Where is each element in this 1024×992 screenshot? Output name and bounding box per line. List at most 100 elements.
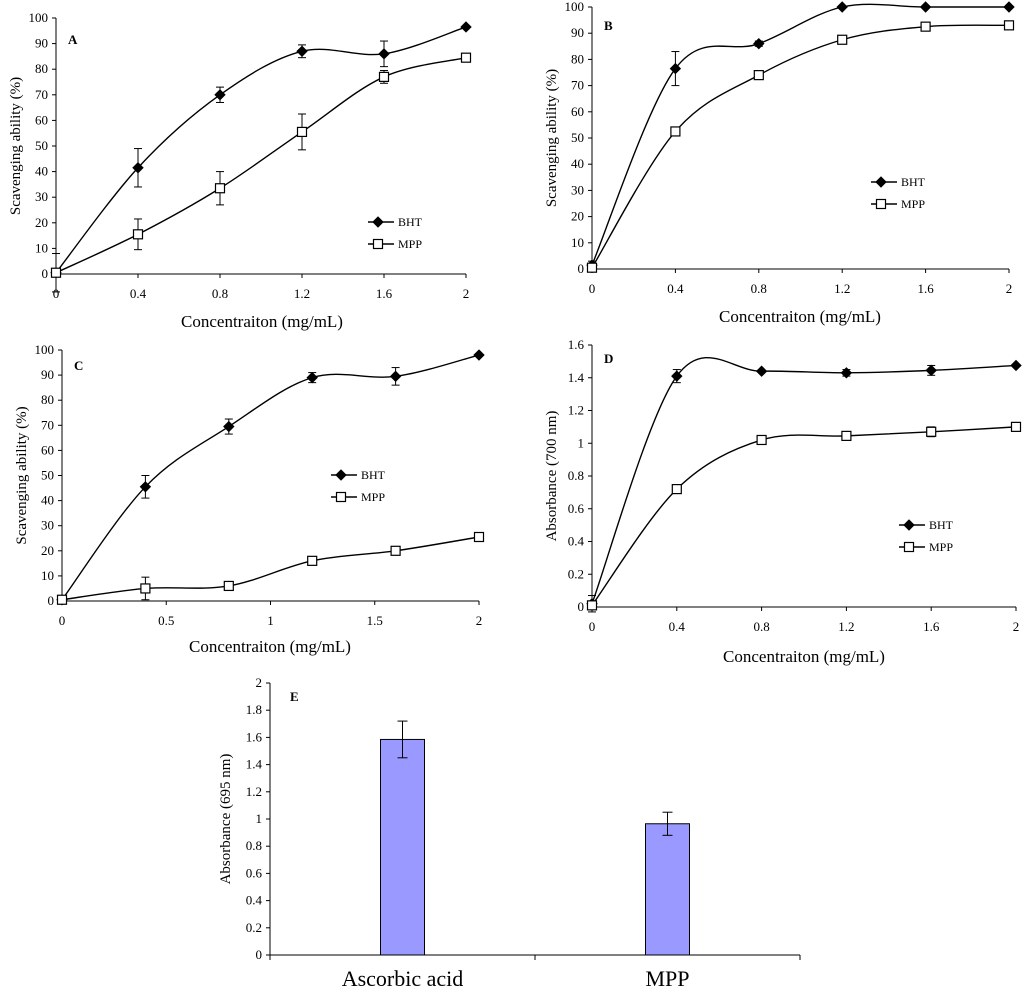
series-line <box>61 354 480 601</box>
y-tick-label: 0.4 <box>246 893 263 908</box>
x-tick-label: 0.4 <box>669 619 686 634</box>
y-tick-label: 0.6 <box>568 501 585 516</box>
data-point <box>223 580 234 592</box>
data-point <box>307 555 318 566</box>
y-tick-label: 60 <box>35 112 48 127</box>
data-point <box>670 126 681 137</box>
y-tick-label: 0 <box>48 593 55 608</box>
data-point <box>1003 1 1015 13</box>
x-category-label: Ascorbic acid <box>342 966 464 991</box>
legend-label: BHT <box>398 215 423 229</box>
y-tick-label: 100 <box>29 10 49 25</box>
y-tick-label: 30 <box>35 189 48 204</box>
x-tick-label: 2 <box>476 613 483 628</box>
y-tick-label: 80 <box>35 61 48 76</box>
x-tick-label: 1.2 <box>838 619 854 634</box>
data-point <box>214 89 226 101</box>
y-tick-label: 0.8 <box>246 838 262 853</box>
x-tick-label: 1.2 <box>294 286 310 301</box>
legend-marker <box>372 238 384 250</box>
data-point <box>753 70 764 81</box>
y-tick-label: 30 <box>41 518 54 533</box>
x-tick-label: 0 <box>59 613 66 628</box>
y-tick-label: 70 <box>41 417 54 432</box>
panel-label: A <box>68 32 78 47</box>
legend-label: MPP <box>398 237 422 251</box>
y-tick-label: 50 <box>571 130 584 145</box>
data-point <box>837 34 848 45</box>
series-line <box>591 356 1017 604</box>
data-point <box>296 126 308 138</box>
y-tick-label: 10 <box>571 235 584 250</box>
legend-marker <box>903 541 915 553</box>
y-tick-label: 50 <box>41 468 54 483</box>
data-point <box>460 52 472 63</box>
legend-label: BHT <box>929 518 954 532</box>
data-point <box>586 262 598 273</box>
y-tick-label: 10 <box>41 568 54 583</box>
y-tick-label: 60 <box>571 104 584 119</box>
y-tick-label: 0.2 <box>568 566 584 581</box>
x-axis-label: Concentraiton (mg/mL) <box>719 307 881 326</box>
data-point <box>378 48 390 60</box>
y-tick-label: 1 <box>578 435 585 450</box>
series-bht <box>50 21 472 293</box>
x-tick-label: 2 <box>1006 281 1013 296</box>
data-point <box>836 1 848 13</box>
series-mpp <box>50 52 472 278</box>
data-point <box>390 545 401 556</box>
data-point <box>755 365 768 377</box>
legend-marker <box>875 176 887 188</box>
y-tick-label: 1.4 <box>568 370 585 385</box>
legend-entry-bht: BHT <box>871 175 926 189</box>
legend-entry-mpp: MPP <box>331 490 385 504</box>
data-point <box>140 583 151 594</box>
data-point <box>473 531 485 543</box>
y-tick-label: 80 <box>571 51 584 66</box>
panel-label: D <box>604 351 613 366</box>
y-tick-label: 20 <box>35 215 48 230</box>
x-tick-label: 1.6 <box>923 619 940 634</box>
y-tick-label: 0 <box>256 947 263 962</box>
x-tick-label: 0.5 <box>158 613 174 628</box>
y-tick-label: 20 <box>571 209 584 224</box>
panel-label: E <box>290 689 299 704</box>
y-tick-label: 0.8 <box>568 468 584 483</box>
y-tick-label: 40 <box>41 493 54 508</box>
legend-label: MPP <box>361 490 385 504</box>
y-tick-label: 100 <box>565 0 585 14</box>
data-point <box>671 484 682 495</box>
panel-a: 0 10 20 30 40 50 60 70 80 90 100 0 0.4 0.8 1.2 1.6 2 A Sca… <box>8 10 472 331</box>
panel-label: C <box>74 358 83 373</box>
x-tick-label: 0.8 <box>753 619 769 634</box>
y-tick-label: 1.8 <box>246 702 262 717</box>
data-point <box>586 600 598 611</box>
y-tick-label: 0.6 <box>246 865 263 880</box>
panel-d: 0 0.2 0.4 0.6 0.8 1 1.2 1.4 1.6 0 0.4 0.8 1.2 1.6 2 D Ab… <box>544 337 1022 666</box>
x-axis-label: Concentraiton (mg/mL) <box>189 637 351 656</box>
series-bht <box>56 349 485 606</box>
data-point <box>1010 359 1022 372</box>
series-bht <box>586 1 1015 271</box>
data-point <box>132 162 144 174</box>
legend-entry-mpp: MPP <box>871 197 925 211</box>
x-tick-label: 0.4 <box>130 286 147 301</box>
legend-marker <box>335 469 347 481</box>
legend-entry-mpp: MPP <box>899 540 953 554</box>
y-tick-label: 0 <box>42 266 49 281</box>
x-tick-label: 1.2 <box>834 281 850 296</box>
x-axis-label: Concentraiton (mg/mL) <box>181 312 343 331</box>
x-tick-label: 1.6 <box>917 281 934 296</box>
data-point <box>50 267 62 278</box>
x-axis-label: Concentraiton (mg/mL) <box>723 647 885 666</box>
legend-entry-bht: BHT <box>899 518 954 532</box>
y-tick-label: 100 <box>35 342 55 357</box>
x-tick-label: 0.8 <box>751 281 767 296</box>
bar <box>380 738 425 956</box>
y-tick-label: 70 <box>35 87 48 102</box>
y-tick-label: 90 <box>35 36 48 51</box>
y-tick-label: 90 <box>571 25 584 40</box>
data-point <box>139 481 152 493</box>
y-tick-label: 1.2 <box>568 403 584 418</box>
